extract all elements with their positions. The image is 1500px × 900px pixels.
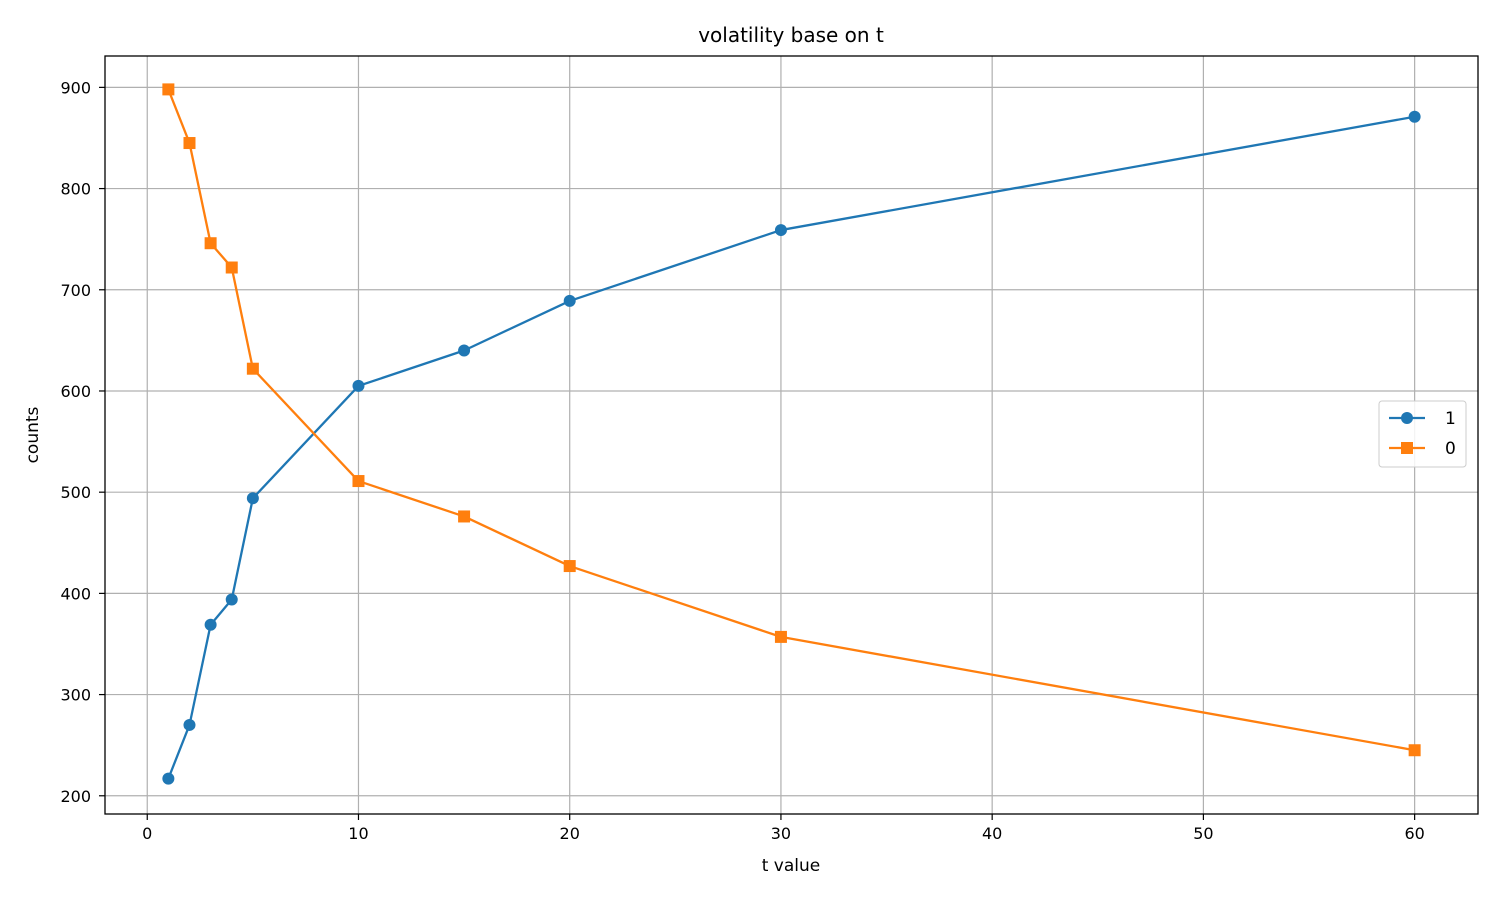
data-point-circle: [458, 344, 471, 357]
x-tick-label: 50: [1193, 824, 1213, 843]
y-tick-label: 500: [60, 483, 91, 502]
data-point-circle: [352, 379, 365, 392]
legend-label: 1: [1445, 409, 1456, 429]
axis-ticks: 0 10 20 30 40 50 60 200 300 400 500 600 700 800 900: [60, 78, 1424, 843]
data-point-square: [225, 261, 238, 274]
data-point-square: [246, 362, 259, 375]
series-line: [167, 115, 1415, 780]
y-tick-label: 200: [60, 787, 91, 806]
data-point-circle: [563, 294, 576, 307]
plot-frame: [104, 55, 1479, 815]
legend-marker-square: [1401, 442, 1413, 454]
data-point-square: [183, 137, 196, 150]
x-tick-label: 40: [982, 824, 1002, 843]
data-point-square: [352, 475, 365, 488]
x-tick-label: 0: [142, 824, 152, 843]
chart-title: volatility base on t: [698, 23, 884, 47]
y-tick-label: 300: [60, 686, 91, 705]
data-point-square: [563, 560, 576, 573]
data-point-square: [774, 630, 787, 643]
legend: 10: [1378, 400, 1467, 468]
series-line: [167, 88, 1415, 752]
x-axis-label: t value: [762, 856, 821, 876]
y-tick-label: 700: [60, 281, 91, 300]
series-1: [162, 110, 1421, 785]
x-tick-label: 60: [1404, 824, 1424, 843]
data-point-square: [162, 83, 175, 96]
data-point-circle: [162, 772, 175, 785]
data-point-square: [458, 510, 471, 523]
y-axis-label: counts: [23, 406, 43, 463]
y-tick-label: 800: [60, 180, 91, 199]
data-point-circle: [204, 618, 217, 631]
data-point-circle: [183, 718, 196, 731]
x-tick-label: 30: [771, 824, 791, 843]
series-layer: [162, 83, 1421, 785]
y-tick-label: 900: [60, 78, 91, 97]
grid-lines: [105, 56, 1478, 814]
legend-entry: 0: [1389, 439, 1456, 459]
data-point-circle: [225, 593, 238, 606]
data-point-square: [1408, 744, 1421, 757]
x-tick-label: 20: [560, 824, 580, 843]
legend-entry: 1: [1389, 409, 1456, 429]
y-tick-label: 400: [60, 584, 91, 603]
data-point-square: [204, 237, 217, 250]
legend-marker-circle: [1401, 412, 1413, 424]
x-tick-label: 10: [348, 824, 368, 843]
data-point-circle: [246, 492, 259, 505]
legend-label: 0: [1445, 439, 1456, 459]
series-0: [162, 83, 1421, 757]
data-point-circle: [774, 224, 787, 237]
data-point-circle: [1408, 110, 1421, 123]
y-tick-label: 600: [60, 382, 91, 401]
